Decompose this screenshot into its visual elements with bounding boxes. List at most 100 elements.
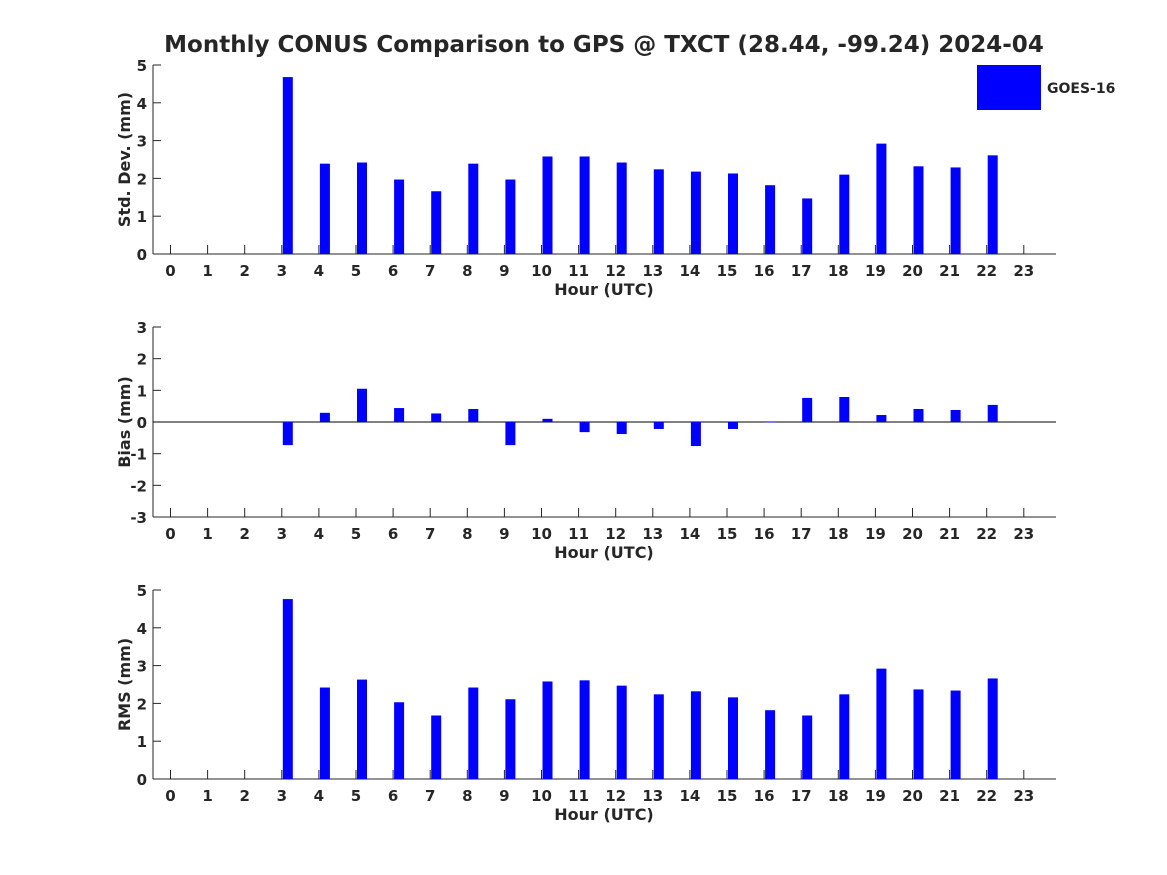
bar-hour-6 [394,179,405,254]
bar-hour-8 [468,409,479,422]
x-tick-label: 23 [1013,525,1034,543]
x-tick-label: 13 [642,262,663,280]
x-tick-label: 4 [314,262,324,280]
bar-hour-20 [913,166,924,254]
bar-hour-22 [987,155,998,254]
x-tick-label: 18 [828,262,849,280]
bar-hour-17 [802,397,813,422]
bar-hour-6 [394,408,405,422]
x-tick-label: 15 [717,262,738,280]
x-tick-label: 2 [239,262,249,280]
x-tick-label: 3 [277,262,287,280]
x-tick-label: 2 [239,525,249,543]
bar-hour-9 [505,699,516,779]
y-tick-label: 1 [137,208,147,226]
y-tick-label: 3 [137,133,147,151]
x-tick-label: 20 [902,525,923,543]
bar-hour-5 [357,679,367,779]
x-tick-label: 17 [791,787,812,805]
x-tick-label: 18 [828,787,849,805]
y-tick-label: 5 [137,582,147,600]
chart-title: Monthly CONUS Comparison to GPS @ TXCT (… [164,32,1044,58]
y-tick-label: -1 [130,446,147,464]
bar-hour-7 [431,715,442,779]
y-axis-label: Std. Dev. (mm) [115,92,134,227]
x-tick-label: 16 [754,262,775,280]
bar-hour-22 [987,678,998,779]
x-tick-label: 7 [425,525,435,543]
bar-hour-21 [950,690,961,779]
x-tick-label: 7 [425,262,435,280]
bar-hour-16 [765,422,776,423]
bar-hour-13 [653,422,664,429]
x-tick-label: 18 [828,525,849,543]
bar-hour-7 [431,413,442,422]
y-tick-label: 2 [137,170,147,188]
x-tick-label: 6 [388,787,398,805]
x-tick-label: 14 [679,262,700,280]
x-tick-label: 3 [277,525,287,543]
x-tick-label: 13 [642,525,663,543]
x-tick-label: 17 [791,262,812,280]
x-tick-label: 20 [902,787,923,805]
x-tick-label: 13 [642,787,663,805]
x-tick-label: 19 [865,525,886,543]
x-tick-label: 11 [568,262,589,280]
x-tick-label: 8 [462,787,472,805]
bar-hour-14 [690,691,701,779]
bar-hour-21 [950,409,961,422]
bar-hour-16 [765,710,776,779]
x-tick-label: 12 [605,787,626,805]
y-tick-label: 3 [137,658,147,676]
bar-hour-21 [950,167,961,254]
x-tick-label: 11 [568,525,589,543]
bar-hour-18 [839,396,850,422]
bar-hour-7 [431,191,442,254]
bar-hour-13 [653,694,664,779]
y-tick-label: 0 [137,771,147,789]
bar-hour-5 [357,162,367,254]
x-tick-label: 4 [314,525,324,543]
bar-hour-9 [505,422,516,446]
legend-label-goes-16: GOES-16 [1047,81,1115,97]
x-tick-label: 10 [531,787,552,805]
bar-hour-3 [282,599,293,779]
x-tick-label: 10 [531,262,552,280]
x-tick-label: 19 [865,787,886,805]
bar-hour-19 [876,415,887,422]
x-tick-label: 22 [976,262,997,280]
bar-hour-13 [653,169,664,254]
x-tick-label: 1 [202,787,212,805]
x-tick-label: 15 [717,787,738,805]
x-tick-label: 12 [605,262,626,280]
bar-hour-19 [876,143,887,254]
y-tick-label: -2 [130,477,147,495]
legend-swatch-goes-16 [977,65,1041,110]
x-tick-label: 6 [388,525,398,543]
x-tick-label: 22 [976,787,997,805]
bar-hour-12 [616,422,627,435]
x-tick-label: 15 [717,525,738,543]
y-tick-label: 1 [137,382,147,400]
bar-hour-8 [468,687,479,779]
bar-hour-18 [839,174,850,254]
y-tick-label: 0 [137,246,147,264]
y-tick-label: 2 [137,351,147,369]
x-tick-label: 0 [165,787,175,805]
x-tick-label: 0 [165,525,175,543]
bar-hour-3 [282,77,293,254]
legend: GOES-16 [977,65,1115,110]
bar-hour-6 [394,702,405,779]
x-tick-label: 23 [1013,787,1034,805]
y-tick-label: 4 [137,95,147,113]
x-tick-label: 7 [425,787,435,805]
bar-hour-15 [728,422,738,429]
bar-hour-11 [579,422,590,433]
x-tick-label: 16 [754,525,775,543]
bar-hour-20 [913,689,924,779]
bar-hour-19 [876,668,887,779]
